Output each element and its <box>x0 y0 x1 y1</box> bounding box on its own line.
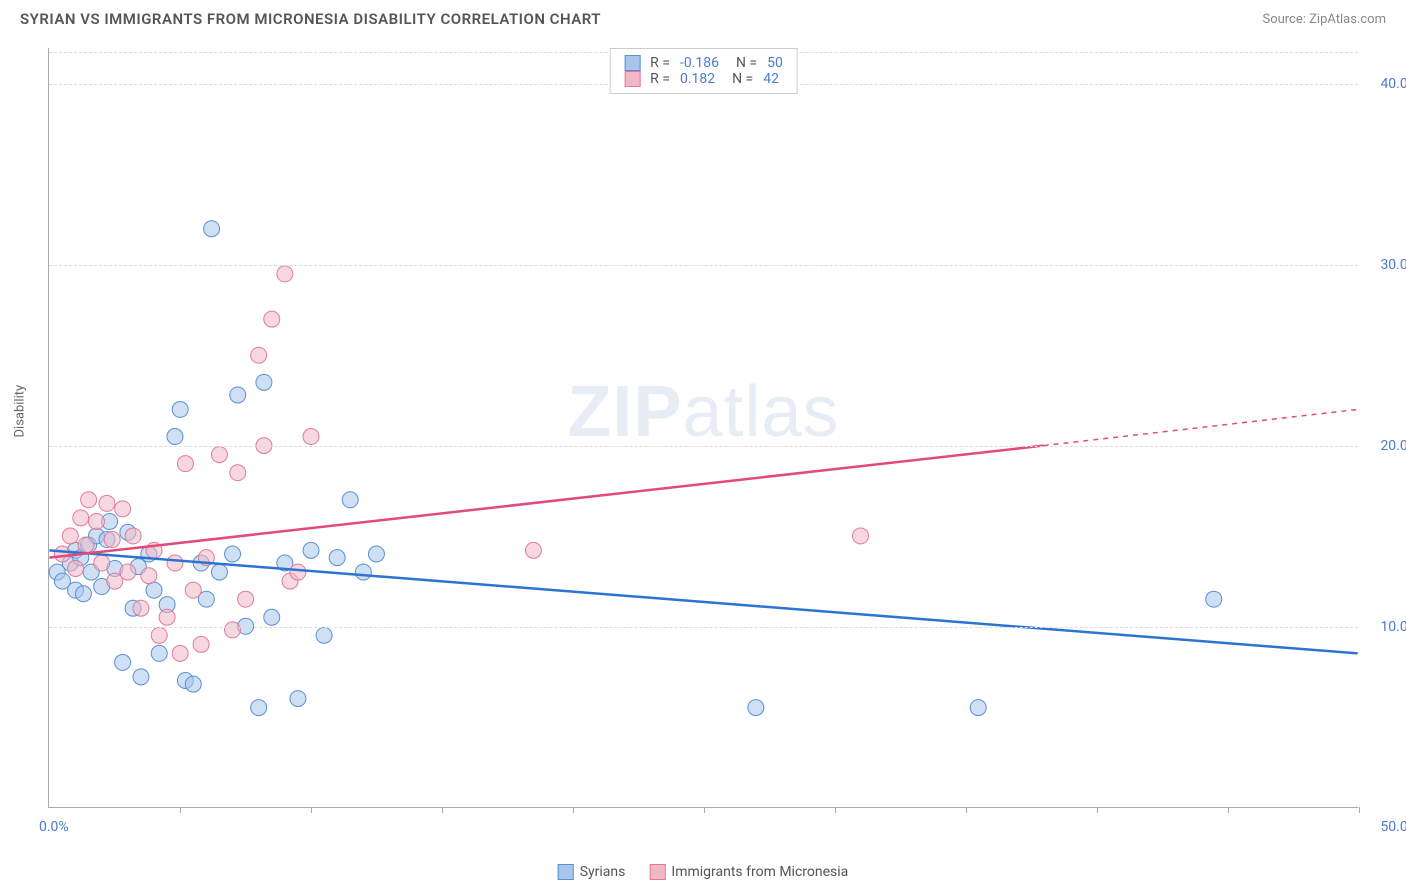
data-point <box>1206 591 1222 607</box>
data-point <box>172 645 188 661</box>
data-point <box>141 568 157 584</box>
data-point <box>329 550 345 566</box>
legend-swatch-pink-icon <box>649 864 665 880</box>
data-point <box>342 492 358 508</box>
n-value-1: 50 <box>767 55 783 71</box>
data-point <box>303 542 319 558</box>
header: SYRIAN VS IMMIGRANTS FROM MICRONESIA DIS… <box>0 0 1406 38</box>
data-point <box>151 627 167 643</box>
data-point <box>120 564 136 580</box>
legend-swatch-blue-icon <box>558 864 574 880</box>
y-tick-label: 30.0% <box>1380 257 1406 273</box>
data-point <box>151 645 167 661</box>
data-point <box>88 513 104 529</box>
y-axis-title: Disability <box>13 385 28 438</box>
data-point <box>316 627 332 643</box>
gridline <box>49 446 1358 447</box>
legend-item-syrians: Syrians <box>558 864 626 880</box>
gridline <box>49 265 1358 266</box>
data-point <box>75 586 91 602</box>
data-point <box>211 447 227 463</box>
data-point <box>368 546 384 562</box>
data-point <box>185 582 201 598</box>
x-tick <box>1228 807 1229 813</box>
data-point <box>230 465 246 481</box>
data-point <box>167 429 183 445</box>
data-point <box>290 564 306 580</box>
data-point <box>853 528 869 544</box>
y-tick-label: 10.0% <box>1380 619 1406 635</box>
data-point <box>125 528 141 544</box>
x-tick <box>704 807 705 813</box>
data-point <box>99 495 115 511</box>
data-point <box>230 387 246 403</box>
data-point <box>177 456 193 472</box>
series-legend: Syrians Immigrants from Micronesia <box>558 864 849 880</box>
legend-item-micronesia: Immigrants from Micronesia <box>649 864 848 880</box>
data-point <box>78 537 94 553</box>
data-point <box>104 532 120 548</box>
legend-row-micronesia: R = 0.182 N = 42 <box>624 71 783 87</box>
data-point <box>115 501 131 517</box>
x-tick <box>1097 807 1098 813</box>
data-point <box>251 700 267 716</box>
data-point <box>303 429 319 445</box>
data-point <box>73 510 89 526</box>
data-point <box>62 528 78 544</box>
source-label: Source: ZipAtlas.com <box>1262 12 1386 27</box>
data-point <box>355 564 371 580</box>
data-point <box>167 555 183 571</box>
x-axis-min-label: 0.0% <box>39 819 69 835</box>
data-point <box>256 374 272 390</box>
data-point <box>748 700 764 716</box>
x-tick <box>966 807 967 813</box>
data-point <box>970 700 986 716</box>
data-point <box>94 555 110 571</box>
data-point <box>225 622 241 638</box>
data-point <box>159 609 175 625</box>
y-tick-label: 40.0% <box>1380 76 1406 92</box>
data-point <box>251 347 267 363</box>
x-tick <box>835 807 836 813</box>
data-point <box>185 676 201 692</box>
legend-row-syrians: R = -0.186 N = 50 <box>624 55 783 71</box>
data-point <box>277 266 293 282</box>
x-tick <box>311 807 312 813</box>
data-point <box>115 654 131 670</box>
x-tick <box>573 807 574 813</box>
data-point <box>146 582 162 598</box>
y-tick-label: 20.0% <box>1380 438 1406 454</box>
n-value-2: 42 <box>763 71 779 87</box>
trend-line-dashed <box>1044 409 1358 445</box>
r-value-1: -0.186 <box>680 55 719 71</box>
data-point <box>133 600 149 616</box>
legend-swatch-pink <box>624 71 640 87</box>
x-tick <box>442 807 443 813</box>
gridline <box>49 627 1358 628</box>
x-tick <box>180 807 181 813</box>
data-point <box>290 691 306 707</box>
data-point <box>133 669 149 685</box>
correlation-legend: R = -0.186 N = 50 R = 0.182 N = 42 <box>609 48 798 94</box>
data-point <box>525 542 541 558</box>
data-point <box>172 401 188 417</box>
data-point <box>225 546 241 562</box>
data-point <box>193 636 209 652</box>
data-point <box>264 609 280 625</box>
data-point <box>54 546 70 562</box>
data-point <box>81 492 97 508</box>
scatter-plot <box>49 48 1358 807</box>
r-value-2: 0.182 <box>680 71 715 87</box>
chart-title: SYRIAN VS IMMIGRANTS FROM MICRONESIA DIS… <box>20 10 601 28</box>
chart-area: ZIPatlas R = -0.186 N = 50 R = 0.182 N =… <box>48 48 1358 808</box>
data-point <box>211 564 227 580</box>
trend-line <box>49 446 1043 558</box>
x-tick <box>1359 807 1360 813</box>
data-point <box>264 311 280 327</box>
data-point <box>68 560 84 576</box>
x-axis-max-label: 50.0% <box>1380 819 1406 835</box>
data-point <box>238 591 254 607</box>
data-point <box>204 221 220 237</box>
legend-swatch-blue <box>624 55 640 71</box>
